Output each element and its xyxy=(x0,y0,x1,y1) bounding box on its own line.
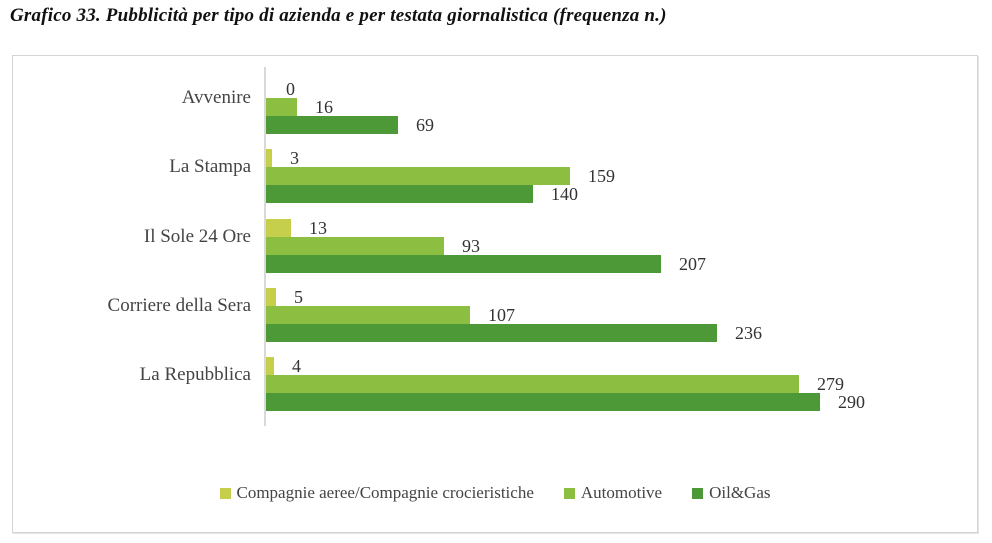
category-group: La Stampa 3 159 140 xyxy=(13,148,977,205)
bar-compagnie xyxy=(266,287,276,306)
category-group: Corriere della Sera 5 107 236 xyxy=(13,286,977,343)
data-label: 4 xyxy=(292,356,301,376)
bar-oilgas xyxy=(266,323,717,342)
category-label: Il Sole 24 Ore xyxy=(143,225,251,247)
legend-item-compagnie: Compagnie aeree/Compagnie crocieristiche xyxy=(219,483,534,503)
category-group: Avvenire 0 16 69 xyxy=(13,79,977,135)
category-label: La Stampa xyxy=(169,156,251,178)
bar-oilgas xyxy=(266,393,820,411)
data-label: 107 xyxy=(488,304,515,325)
bar-compagnie xyxy=(266,149,272,168)
data-label: 140 xyxy=(551,184,578,205)
legend: Compagnie aeree/Compagnie crocieristiche… xyxy=(13,483,977,503)
data-label: 69 xyxy=(416,115,434,135)
bar-automotive xyxy=(266,167,570,186)
chart-frame: Avvenire 0 16 69 La Stampa 3 159 140 Il Sole 24 … xyxy=(12,55,978,533)
chart-title: Grafico 33. Pubblicità per tipo di azien… xyxy=(10,5,667,26)
plot-area: Avvenire 0 16 69 La Stampa 3 159 140 Il Sole 24 … xyxy=(13,56,977,532)
data-label: 13 xyxy=(309,217,327,238)
category-label: Corriere della Sera xyxy=(107,294,251,316)
legend-swatch-oilgas-icon xyxy=(692,487,704,499)
bar-automotive xyxy=(266,305,470,324)
data-label: 207 xyxy=(679,253,706,274)
legend-swatch-compagnie-icon xyxy=(219,487,231,499)
legend-label-automotive: Automotive xyxy=(580,483,663,502)
bar-automotive xyxy=(266,98,297,116)
bar-compagnie xyxy=(266,218,291,237)
category-group: La Repubblica 4 279 290 xyxy=(13,356,977,412)
data-label: 16 xyxy=(315,97,333,117)
legend-label-compagnie: Compagnie aeree/Compagnie crocieristiche xyxy=(236,483,534,502)
data-label: 290 xyxy=(838,392,865,412)
legend-swatch-automotive-icon xyxy=(563,487,575,499)
bar-automotive xyxy=(266,236,444,255)
data-label: 93 xyxy=(462,235,480,256)
category-group: Il Sole 24 Ore 13 93 207 xyxy=(13,217,977,274)
value-axis-line xyxy=(264,67,266,426)
bar-compagnie xyxy=(266,357,274,375)
data-label: 236 xyxy=(735,322,762,343)
data-label: 159 xyxy=(588,166,615,187)
legend-item-oilgas: Oil&Gas xyxy=(692,483,771,503)
category-label: Avvenire xyxy=(181,87,251,108)
data-label: 279 xyxy=(817,374,844,394)
legend-item-automotive: Automotive xyxy=(563,483,663,503)
legend-label-oilgas: Oil&Gas xyxy=(709,483,771,502)
bar-oilgas xyxy=(266,116,398,134)
data-label: 0 xyxy=(286,79,295,99)
data-label: 3 xyxy=(290,148,299,169)
category-label: La Repubblica xyxy=(139,364,251,385)
bar-automotive xyxy=(266,375,799,393)
data-label: 5 xyxy=(294,286,303,307)
bar-oilgas xyxy=(266,254,661,273)
bar-oilgas xyxy=(266,185,533,204)
